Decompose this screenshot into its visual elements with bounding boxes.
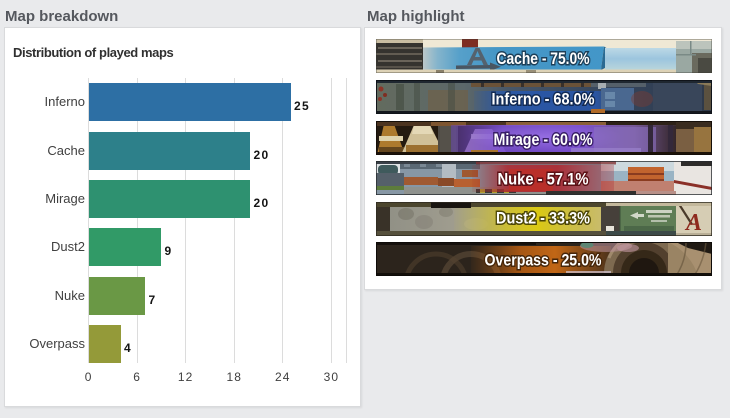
svg-text:Inferno - 68.0%: Inferno - 68.0% (492, 91, 595, 109)
svg-text:Mirage - 60.0%: Mirage - 60.0% (494, 131, 593, 149)
svg-text:Overpass - 25.0%: Overpass - 25.0% (485, 252, 602, 270)
svg-text:Dust2 - 33.3%: Dust2 - 33.3% (496, 209, 590, 227)
svg-text:A: A (684, 210, 702, 236)
svg-text:Nuke - 57.1%: Nuke - 57.1% (498, 171, 589, 189)
svg-text:Cache - 75.0%: Cache - 75.0% (497, 50, 590, 68)
